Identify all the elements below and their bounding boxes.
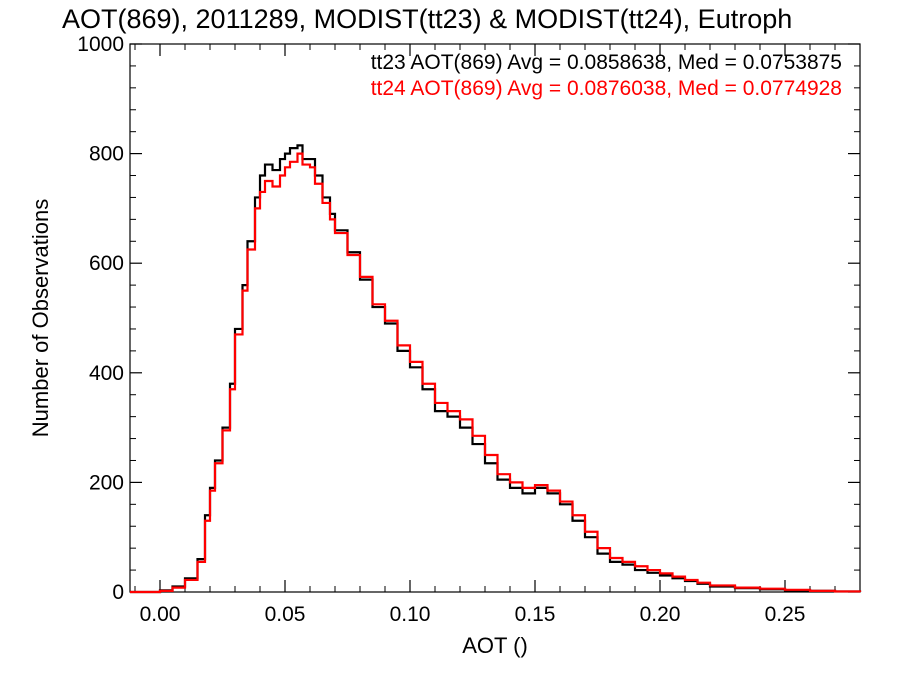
- x-tick-label: 0.25: [765, 603, 806, 626]
- series-tt23-line: [130, 144, 862, 594]
- x-tick-label: 0.15: [515, 603, 556, 626]
- x-tick-label: 0.05: [265, 603, 306, 626]
- y-tick-label: 600: [89, 252, 124, 275]
- x-axis-label: AOT (): [462, 633, 528, 658]
- legend-entry-tt24: tt24 AOT(869) Avg = 0.0876038, Med = 0.0…: [371, 77, 842, 100]
- x-axis-ticks: 0.00 0.05 0.10 0.15 0.20 0.25: [134, 44, 836, 626]
- y-tick-label: 800: [89, 143, 124, 166]
- x-tick-label: 0.00: [140, 603, 181, 626]
- plot-frame: [129, 43, 861, 593]
- x-tick-label: 0.20: [640, 603, 681, 626]
- series-tt24-line: [130, 152, 862, 594]
- y-axis-ticks: 0 200 400 600 800 1000: [77, 33, 860, 604]
- plot-border: [129, 43, 861, 593]
- series-layer: [130, 144, 862, 594]
- y-tick-label: 200: [89, 471, 124, 494]
- y-tick-label: 400: [89, 362, 124, 385]
- y-tick-label: 0: [112, 581, 124, 604]
- chart-title: AOT(869), 2011289, MODIST(tt23) & MODIST…: [62, 4, 792, 34]
- x-tick-label: 0.10: [390, 603, 431, 626]
- y-axis-label: Number of Observations: [28, 199, 53, 437]
- legend-entry-tt23: tt23 AOT(869) Avg = 0.0858638, Med = 0.0…: [371, 51, 842, 74]
- legend: tt23 AOT(869) Avg = 0.0858638, Med = 0.0…: [371, 51, 842, 100]
- y-tick-label: 1000: [77, 33, 124, 56]
